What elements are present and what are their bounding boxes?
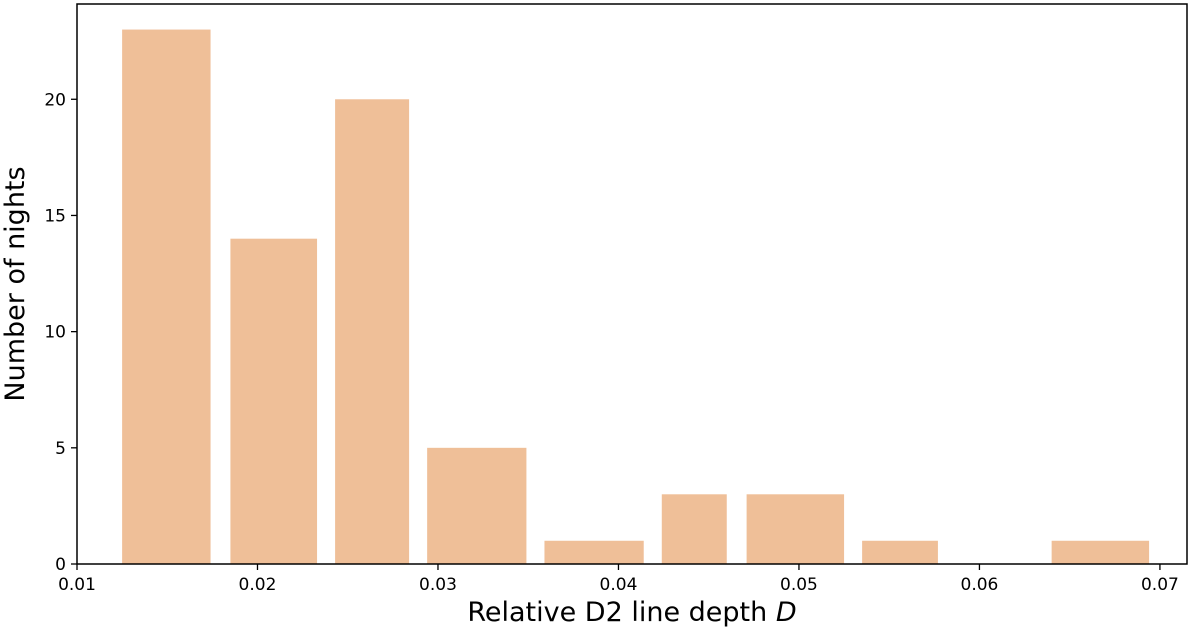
y-tick-label: 5 bbox=[55, 439, 66, 459]
y-tick-label: 15 bbox=[44, 206, 66, 226]
bar-7 bbox=[746, 494, 845, 564]
x-tick-label: 0.06 bbox=[961, 575, 999, 595]
x-ticks: 0.01 0.02 0.03 0.04 0.05 0.06 0.07 bbox=[58, 564, 1179, 595]
bar-1 bbox=[122, 29, 211, 564]
bar-6 bbox=[661, 494, 727, 564]
y-tick-label: 0 bbox=[55, 555, 66, 575]
bar-9 bbox=[1051, 540, 1150, 564]
x-tick-label: 0.07 bbox=[1141, 575, 1179, 595]
x-tick-label: 0.02 bbox=[239, 575, 277, 595]
x-axis-label: Relative D2 line depth D bbox=[467, 597, 796, 628]
y-tick-label: 10 bbox=[44, 323, 66, 343]
bar-3 bbox=[335, 99, 410, 564]
x-tick-label: 0.01 bbox=[58, 575, 96, 595]
x-tick-label: 0.04 bbox=[600, 575, 638, 595]
bar-5 bbox=[544, 540, 644, 564]
bar-2 bbox=[230, 238, 318, 565]
x-tick-label: 0.05 bbox=[780, 575, 818, 595]
bar-4 bbox=[427, 447, 527, 564]
x-tick-label: 0.03 bbox=[419, 575, 457, 595]
bar-8 bbox=[862, 540, 938, 564]
plot-frame bbox=[76, 3, 1188, 565]
y-axis-label: Number of nights bbox=[0, 166, 31, 401]
bars-group bbox=[122, 29, 1150, 565]
y-ticks: 0 5 10 15 20 bbox=[44, 90, 77, 575]
y-tick-label: 20 bbox=[44, 90, 66, 110]
